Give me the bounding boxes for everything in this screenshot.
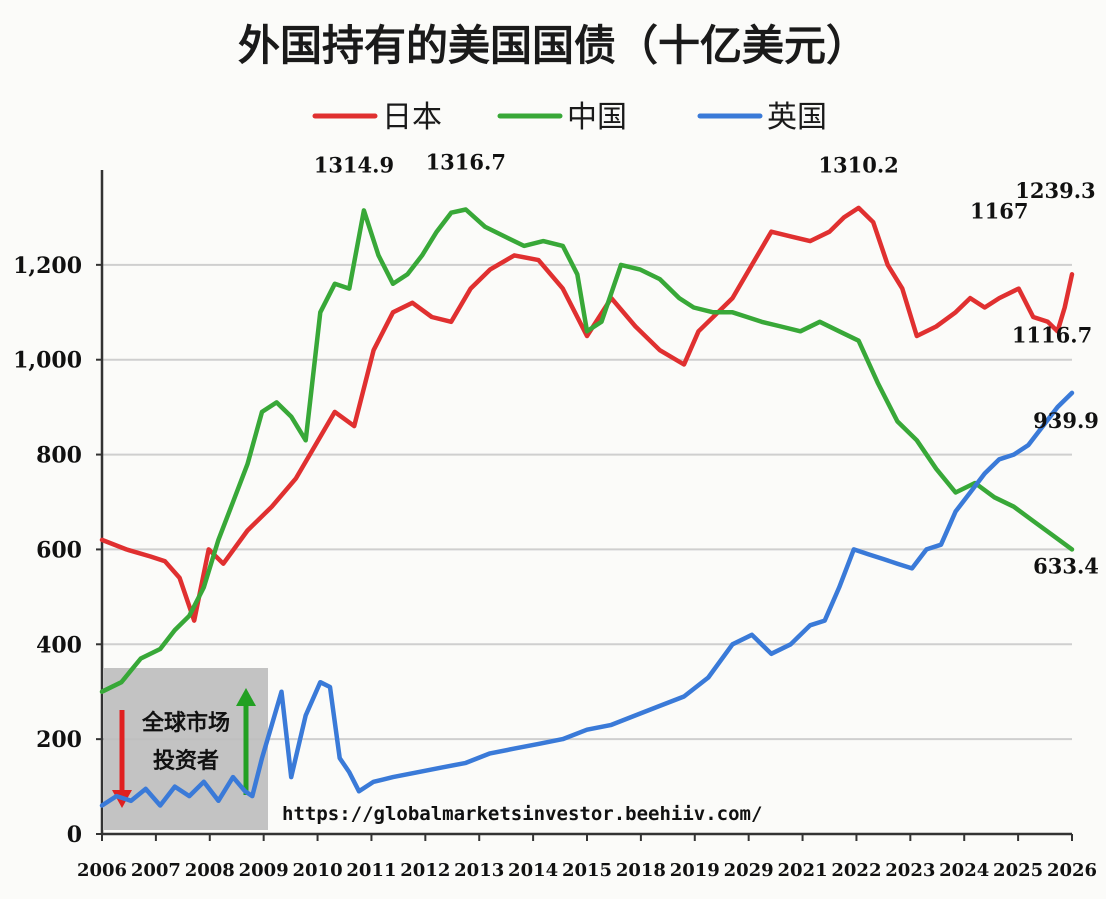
- series-line-uk: [99, 390, 1075, 808]
- series-line-china: [99, 207, 1075, 694]
- x-tick-label-2024: 2024: [939, 860, 989, 881]
- data-label-1314.9: 1314.9: [314, 152, 394, 177]
- x-tick-label-2021: 2021: [778, 860, 828, 881]
- x-tick-label-2023: 2023: [885, 860, 935, 881]
- logo-text-line1: 全球市场: [141, 710, 230, 736]
- chart-title: 外国持有的美国国债（十亿美元）: [238, 21, 868, 70]
- x-tick-label-2006: 2006: [77, 860, 127, 881]
- series-lines: [99, 205, 1075, 808]
- data-label-1310.2: 1310.2: [818, 153, 898, 178]
- legend-label-uk: 英国: [767, 100, 827, 135]
- x-tick-label-2019: 2019: [670, 860, 720, 881]
- legend: 日本 中国 英国: [312, 100, 827, 135]
- watermark-url: https://globalmarketsinvestor.beehiiv.co…: [282, 803, 762, 825]
- x-tick-label-2008: 2008: [185, 860, 235, 881]
- y-tick-label-1000: 1,000: [13, 348, 82, 374]
- y-tick-label-400: 400: [36, 632, 82, 658]
- legend-label-china: 中国: [567, 100, 627, 135]
- y-tick-label-600: 600: [36, 537, 82, 563]
- x-tick-labels: 2006 2007 2008 2009 2010 2011 2012 2013 2014 2015…: [77, 834, 1097, 881]
- data-label-1239.3: 1239.3: [1015, 178, 1095, 203]
- x-tick-label-2014: 2014: [508, 860, 558, 881]
- data-label-1116.7: 1116.7: [1012, 322, 1092, 347]
- y-tick-label-0: 0: [67, 822, 82, 848]
- y-tick-label-800: 800: [36, 443, 82, 469]
- x-tick-label-2015: 2015: [562, 860, 612, 881]
- x-tick-label-2010: 2010: [293, 860, 343, 881]
- y-tick-label-200: 200: [36, 727, 82, 753]
- logo-text-line2: 投资者: [153, 749, 219, 774]
- grid-lines: [102, 263, 1072, 741]
- x-tick-label-2009: 2009: [239, 860, 289, 881]
- x-tick-label-2011: 2011: [346, 860, 396, 881]
- x-tick-label-2025: 2025: [993, 860, 1043, 881]
- data-label-1316.7: 1316.7: [426, 150, 506, 175]
- watermark-logo: 全球市场 投资者: [104, 668, 268, 830]
- x-tick-label-2007: 2007: [131, 860, 181, 881]
- x-tick-label-2022: 2022: [831, 860, 881, 881]
- y-tick-label-1200: 1,200: [13, 253, 82, 279]
- data-label-939.9: 939.9: [1033, 408, 1099, 433]
- legend-label-japan: 日本: [382, 100, 442, 135]
- x-tick-label-2018: 2018: [616, 860, 666, 881]
- x-tick-label-2029: 2029: [724, 860, 774, 881]
- y-tick-labels: 0 200 400 600 800 1,000 1,200: [13, 253, 102, 848]
- data-label-633.4: 633.4: [1033, 554, 1099, 579]
- data-label-1167: 1167: [970, 199, 1028, 224]
- x-tick-label-2026: 2026: [1047, 860, 1097, 881]
- x-tick-label-2013: 2013: [454, 860, 504, 881]
- logo-green-arrowhead: [236, 688, 256, 706]
- x-tick-label-2012: 2012: [400, 860, 450, 881]
- series-line-japan: [99, 205, 1075, 623]
